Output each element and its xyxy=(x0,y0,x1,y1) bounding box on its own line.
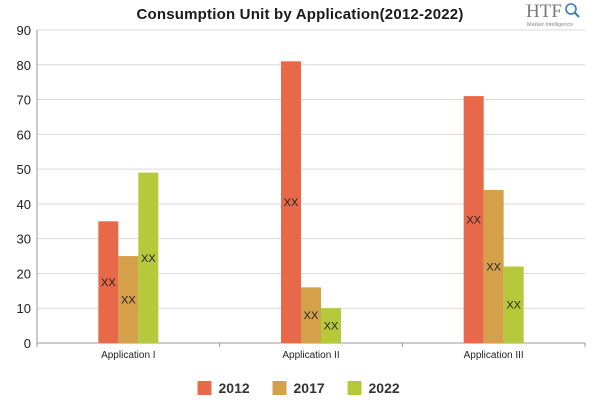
y-tick-label: 40 xyxy=(17,197,31,212)
legend-swatch-2017 xyxy=(272,381,287,395)
data-label: XX xyxy=(304,310,319,322)
bar-2012-1 xyxy=(98,221,119,343)
data-label: XX xyxy=(101,277,116,289)
data-label: XX xyxy=(284,197,299,209)
y-tick-label: 0 xyxy=(24,336,31,351)
data-labels: XX XX XX XX XX XX XX XX XX xyxy=(101,197,522,332)
legend-label: 2012 xyxy=(219,380,250,396)
bar-2012-2 xyxy=(281,61,301,344)
data-label: XX xyxy=(466,215,481,227)
data-label: XX xyxy=(324,321,339,333)
data-label: XX xyxy=(141,253,156,265)
y-tick-label: 70 xyxy=(17,93,31,108)
legend-swatch-2022 xyxy=(347,381,362,395)
axes: 0 10 20 30 40 50 60 70 80 90 Application I Applicat… xyxy=(17,23,586,361)
bar-2022-3 xyxy=(503,266,524,343)
bar-2012-3 xyxy=(463,96,484,343)
legend: 2012 2017 2022 xyxy=(197,380,400,396)
chart-title: Consumption Unit by Application(2012-202… xyxy=(136,6,463,23)
bar-2017-3 xyxy=(483,189,504,343)
y-tick-label: 20 xyxy=(17,266,31,281)
logo-subtitle: Market Intelligence xyxy=(527,22,573,28)
y-tick-label: 10 xyxy=(17,301,31,316)
y-tick-label: 60 xyxy=(17,127,31,142)
x-tick-label: Application II xyxy=(282,350,339,361)
data-label: XX xyxy=(486,261,501,273)
data-label: XX xyxy=(121,295,136,307)
y-tick-label: 30 xyxy=(17,232,31,247)
bar-2022-2 xyxy=(321,308,341,343)
legend-label: 2022 xyxy=(369,380,400,396)
x-tick-label: Application III xyxy=(464,350,524,361)
bar-2022-1 xyxy=(138,172,159,343)
bars xyxy=(98,61,524,344)
htf-logo: HTF Market Intelligence xyxy=(526,1,580,28)
legend-label: 2017 xyxy=(294,380,325,396)
data-label: XX xyxy=(506,300,521,312)
y-tick-label: 90 xyxy=(17,23,31,38)
bar-2017-1 xyxy=(118,256,139,343)
magnifier-icon xyxy=(565,3,580,18)
x-tick-label: Application I xyxy=(101,350,155,361)
logo-text: HTF xyxy=(526,1,562,22)
bar-2017-2 xyxy=(301,287,321,343)
legend-swatch-2012 xyxy=(197,381,212,395)
y-tick-label: 50 xyxy=(17,162,31,177)
y-tick-label: 80 xyxy=(17,58,31,73)
